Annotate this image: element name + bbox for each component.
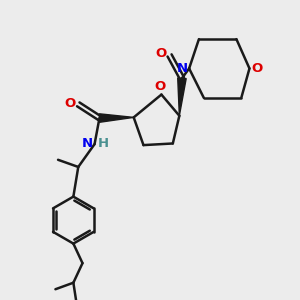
Polygon shape: [99, 114, 134, 122]
Text: N: N: [176, 62, 188, 75]
Text: H: H: [98, 137, 109, 150]
Text: O: O: [154, 80, 165, 93]
Text: O: O: [64, 97, 76, 110]
Text: O: O: [251, 62, 262, 75]
Text: N: N: [82, 137, 93, 150]
Text: O: O: [156, 47, 167, 60]
Polygon shape: [178, 78, 186, 116]
